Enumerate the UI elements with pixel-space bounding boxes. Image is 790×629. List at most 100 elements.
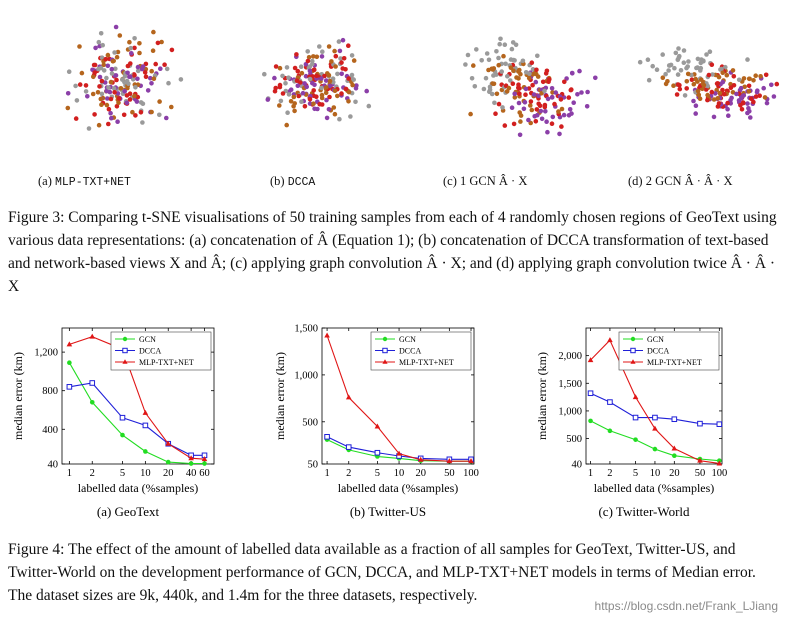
scatter-point (337, 116, 342, 122)
scatter-point (523, 92, 528, 97)
legend-label: MLP-TXT+NET (399, 358, 454, 367)
scatter-point (502, 123, 508, 128)
scatter-point (164, 66, 170, 72)
scatter-point (762, 95, 768, 100)
scatter-point (112, 50, 117, 55)
scatter-point (500, 105, 505, 110)
scatter-point (689, 77, 695, 82)
plot-frame (61, 327, 215, 465)
x-axis-label: labelled data (%samples) (338, 481, 459, 495)
scatter-point (311, 67, 317, 73)
scatter-point (510, 81, 516, 86)
scatter-point (273, 64, 279, 69)
scatter-point (288, 87, 294, 92)
scatter-point (314, 54, 320, 60)
plot-frame (585, 327, 723, 465)
scatter-point (339, 71, 344, 77)
scatter-point (96, 122, 102, 128)
data-point (417, 456, 424, 462)
data-point (587, 357, 594, 363)
scatter-point (557, 131, 562, 137)
scatter-point (724, 72, 730, 78)
scatter-point (742, 84, 747, 90)
scatter-point (751, 99, 756, 105)
chart-subcaption: (a) GeoText (97, 504, 160, 519)
scatter-point (303, 62, 309, 67)
scatter-point (129, 51, 134, 56)
scatter-point (748, 115, 753, 120)
scatter-point (300, 90, 306, 96)
scatter-point (155, 40, 161, 46)
scatter-point (327, 94, 332, 100)
scatter-point (484, 51, 490, 56)
scatter-point (549, 121, 555, 126)
scatter-point (104, 88, 109, 94)
scatter-point (77, 82, 83, 87)
scatter-point (715, 96, 721, 101)
scatter-point (262, 71, 267, 77)
x-tick-label: 1 (588, 468, 593, 479)
figure3-caption: Figure 3: Comparing t-SNE visualisations… (8, 209, 777, 295)
scatter-point (329, 59, 334, 64)
scatter-point (542, 104, 548, 110)
scatter-point (159, 39, 164, 45)
scatter-point (746, 106, 751, 111)
data-point (697, 420, 703, 427)
scatter-point (294, 78, 300, 83)
scatter-point (549, 86, 555, 91)
scatter-point (715, 104, 721, 109)
x-tick-label: 2 (346, 468, 351, 479)
scatter-point (491, 81, 497, 87)
subcaption-3d: (d) 2 GCN Â · Â · X (628, 174, 733, 189)
scatter-point (319, 54, 325, 59)
legend-marker (630, 347, 636, 354)
data-point (607, 399, 613, 405)
scatter-point (101, 62, 106, 68)
scatter-point (739, 107, 745, 112)
scatter-point (97, 84, 102, 89)
scatter-point (364, 88, 369, 94)
data-point (633, 437, 638, 442)
scatter-point (497, 41, 502, 47)
scatter-point (66, 69, 72, 74)
scatter-point (292, 108, 297, 114)
scatter-point (125, 70, 130, 76)
scatter-point (463, 62, 468, 67)
scatter-point (272, 75, 277, 81)
series-line-gcn (68, 362, 205, 465)
legend-marker (630, 336, 636, 342)
scatter-point (92, 62, 98, 68)
data-point (66, 341, 73, 347)
scatter-point (133, 85, 138, 90)
scatter-point (552, 101, 557, 107)
scatter-point (471, 63, 476, 68)
data-point (671, 416, 678, 423)
scatter-point (110, 59, 116, 64)
scatter-point (566, 113, 572, 118)
scatter-point (118, 86, 124, 91)
scatter-point (469, 76, 475, 81)
scatter-point (91, 74, 96, 80)
scatter-point (715, 81, 721, 86)
scatter-point (96, 66, 101, 72)
scatter-point (150, 48, 156, 53)
scatter-point (323, 90, 329, 96)
scatter-point (304, 84, 309, 90)
scatter-point (108, 79, 114, 85)
scatter-point (695, 56, 701, 62)
scatter-point (694, 65, 699, 71)
scatter-point (553, 90, 559, 95)
scatter-point (311, 88, 316, 93)
data-point (120, 432, 125, 438)
scatter-point (324, 115, 330, 121)
scatter-point (691, 98, 696, 104)
scatter-point (675, 57, 681, 63)
scatter-point (720, 87, 725, 93)
scatter-point (140, 64, 146, 69)
y-axis-label: median error (km) (535, 352, 549, 440)
x-tick-label: 10 (650, 468, 661, 479)
scatter-point (512, 95, 518, 100)
scatter-point (684, 86, 689, 91)
scatter-point (79, 70, 85, 76)
scatter-point (295, 83, 301, 88)
